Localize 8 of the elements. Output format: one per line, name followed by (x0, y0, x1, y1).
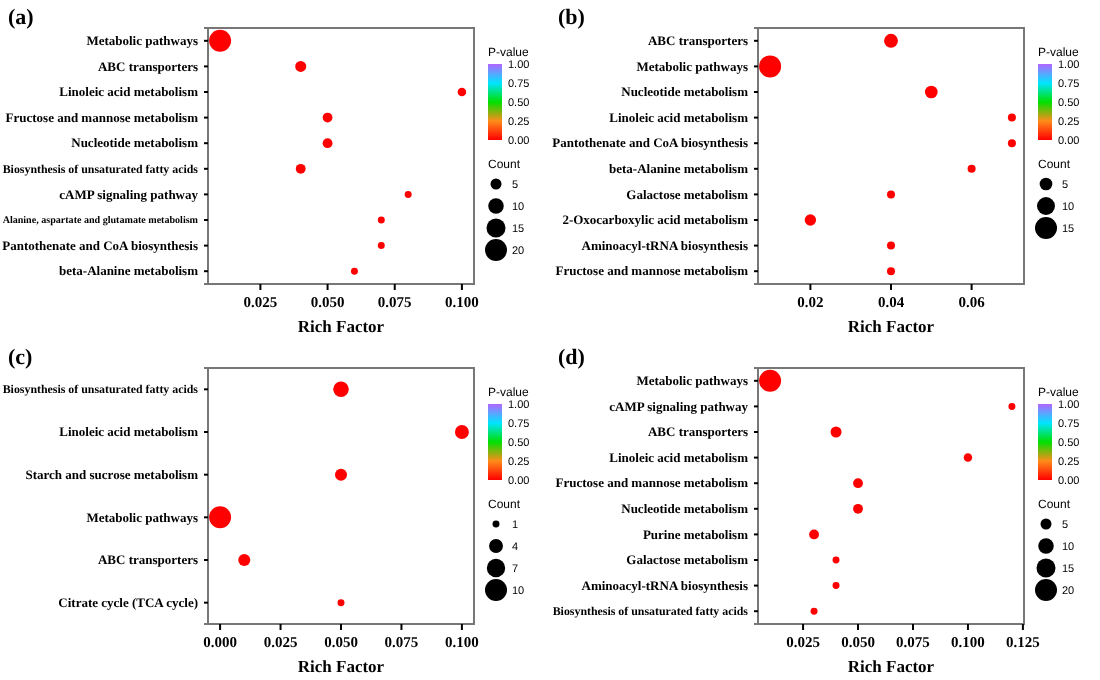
text: (b) (558, 6, 586, 30)
text: (a) (8, 6, 35, 30)
text: (c) (8, 346, 34, 370)
x-axis-title: Rich Factor (297, 656, 385, 676)
text: (d) (558, 346, 586, 370)
x-axis-title: Rich Factor (847, 656, 935, 676)
x-axis-title: Rich Factor (847, 316, 935, 336)
x-axis-title: Rich Factor (297, 316, 385, 336)
